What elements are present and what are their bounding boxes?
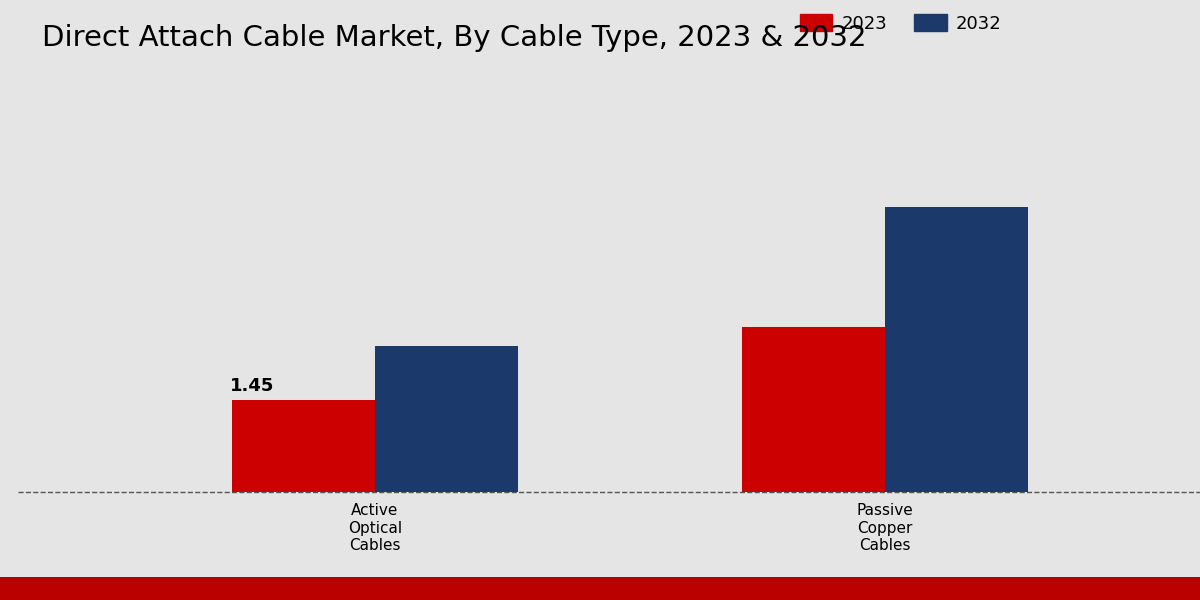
Bar xyxy=(742,328,886,492)
Text: Direct Attach Cable Market, By Cable Type, 2023 & 2032: Direct Attach Cable Market, By Cable Typ… xyxy=(42,24,866,52)
Text: 1.45: 1.45 xyxy=(230,377,275,395)
Bar xyxy=(886,207,1027,492)
Legend: 2023, 2032: 2023, 2032 xyxy=(792,7,1008,40)
Bar xyxy=(374,346,518,492)
Bar xyxy=(233,400,374,492)
